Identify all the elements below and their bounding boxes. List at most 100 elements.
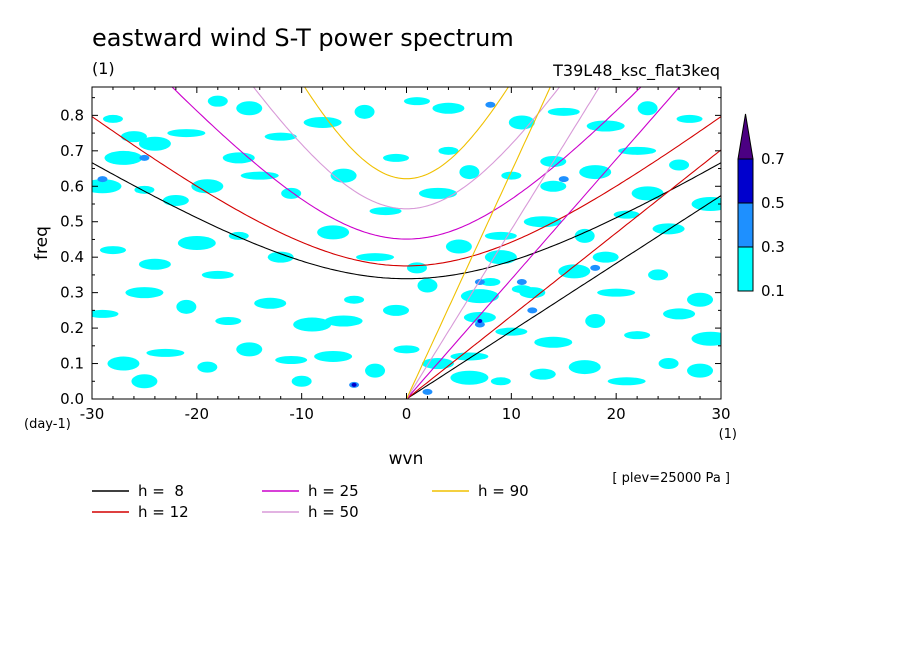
power-blob-low xyxy=(281,187,302,199)
legend-label: h = 90 xyxy=(478,482,529,500)
power-blob-mid xyxy=(558,176,569,183)
power-blob-low xyxy=(99,246,126,255)
y-tick-label: 0.3 xyxy=(60,284,84,302)
power-blob-high xyxy=(477,319,483,323)
power-blob-low xyxy=(138,136,171,151)
legend-label: h = 25 xyxy=(308,482,359,500)
power-blob-low xyxy=(511,285,532,294)
power-blob-low xyxy=(293,317,332,332)
chart-subtitle-right: T39L48_ksc_flat3keq xyxy=(552,61,720,81)
kelvin-curve xyxy=(406,87,601,399)
power-blob-low xyxy=(167,129,206,138)
power-blob-low xyxy=(607,377,646,386)
power-blob-low xyxy=(162,194,189,206)
power-blob-mid xyxy=(485,101,496,108)
power-blob-low xyxy=(406,262,427,274)
power-blob-low xyxy=(618,146,657,155)
power-blob-low xyxy=(450,352,489,361)
power-blob-low xyxy=(134,185,155,194)
power-blob-mid xyxy=(590,264,601,271)
power-blob-low xyxy=(354,104,375,119)
power-blob-high xyxy=(351,382,357,387)
power-blob-low xyxy=(236,342,263,357)
colorbar-label: 0.5 xyxy=(761,194,785,212)
power-blob-low xyxy=(540,180,567,192)
legend: h = 8 h = 12 h = 25 h = 50 h = 90 xyxy=(92,482,529,521)
power-blob-low xyxy=(529,368,556,380)
power-blob-low xyxy=(438,146,459,155)
power-blob-low xyxy=(658,358,679,370)
power-blob-low xyxy=(215,317,242,325)
power-blob-low xyxy=(177,236,216,250)
power-blob-low xyxy=(393,345,420,354)
power-blob-low xyxy=(254,297,287,309)
power-blob-low xyxy=(317,225,350,240)
power-blob-low xyxy=(624,331,651,340)
power-blob-low xyxy=(131,374,158,389)
power-blob-low xyxy=(403,97,430,106)
x-tick-label: -10 xyxy=(289,405,314,423)
power-blob-low xyxy=(597,288,636,297)
colorbar-extend-arrow xyxy=(737,113,754,160)
power-blob-low xyxy=(652,223,685,235)
colorbar: 0.1 0.3 0.5 0.7 xyxy=(737,113,785,300)
x-axis-label: wvn xyxy=(389,449,424,469)
y-tick-label: 0.1 xyxy=(60,355,84,373)
power-blob-low xyxy=(558,264,591,279)
power-blob-low xyxy=(344,295,365,304)
power-blob-low xyxy=(383,153,410,162)
gravity-curve xyxy=(171,87,642,240)
power-blob-low xyxy=(330,168,357,183)
power-blob-low xyxy=(484,250,517,265)
power-blob-low xyxy=(324,315,363,327)
power-blob-low xyxy=(146,348,185,357)
power-blob-low xyxy=(523,216,562,228)
colorbar-label: 0.3 xyxy=(761,238,785,256)
power-blob-low xyxy=(138,258,171,270)
y-tick-label: 0.8 xyxy=(60,106,84,124)
power-blob-low xyxy=(275,356,308,364)
power-blob-low xyxy=(613,210,640,219)
colorbar-segment xyxy=(737,246,754,292)
chart-title: eastward wind S-T power spectrum xyxy=(92,24,514,52)
power-blob-low xyxy=(291,375,312,387)
y-axis: 0.0 0.1 0.2 0.3 0.4 0.5 0.6 0.7 0.8 xyxy=(60,97,721,408)
x-tick-label: -20 xyxy=(185,405,210,423)
power-blob-mid xyxy=(474,321,485,328)
power-blob-low xyxy=(463,311,496,323)
y-tick-label: 0.4 xyxy=(60,248,84,266)
colorbar-label: 0.7 xyxy=(761,150,785,168)
power-blob-low xyxy=(480,278,501,286)
power-blob-mid xyxy=(516,279,527,285)
power-blob-low xyxy=(102,114,123,123)
power-blob-low xyxy=(501,171,522,180)
kelvin-curve xyxy=(406,87,681,399)
power-blob-low xyxy=(264,132,297,141)
power-blob-low xyxy=(459,165,480,180)
gravity-curve xyxy=(303,87,510,180)
legend-label: h = 8 xyxy=(138,482,184,500)
y-axis-label: freq xyxy=(32,226,52,260)
power-blob-low xyxy=(484,231,517,240)
power-blob-low xyxy=(663,308,696,320)
power-blob-low xyxy=(228,231,249,240)
power-blob-low xyxy=(450,370,489,385)
power-blob-mid xyxy=(139,154,150,161)
power-blob-mid xyxy=(422,388,433,395)
chart-subtitle-left: (1) xyxy=(92,59,115,78)
power-blob-low xyxy=(579,165,612,180)
gravity-curve xyxy=(92,116,721,267)
power-blob-low xyxy=(236,101,263,116)
colorbar-segment xyxy=(737,202,754,248)
power-blob-low xyxy=(490,377,511,386)
power-blob-low xyxy=(460,289,499,304)
gravity-curve xyxy=(92,162,721,280)
power-blob-low xyxy=(222,152,255,164)
power-blob-low xyxy=(92,309,119,318)
x-tick-label: 0 xyxy=(402,405,412,423)
x-axis: -30 -20 -10 0 10 20 30 xyxy=(80,87,731,423)
power-blob-low xyxy=(104,150,143,165)
power-blob-mid xyxy=(97,176,108,183)
power-blob-low xyxy=(240,171,279,180)
colorbar-segment xyxy=(737,158,754,204)
